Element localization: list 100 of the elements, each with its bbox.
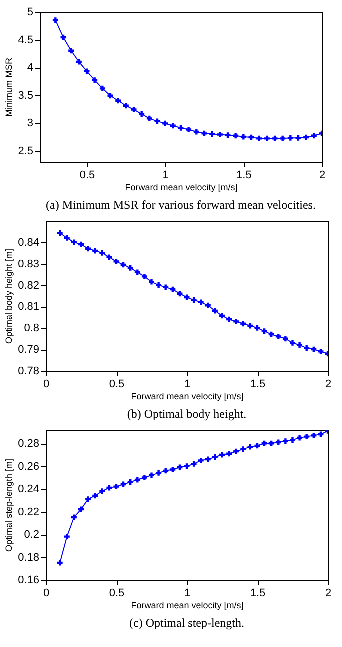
point [226, 451, 232, 457]
text: (b) Optimal body height. [127, 407, 247, 421]
point [202, 130, 208, 136]
x-tick-label: 0.5 [80, 170, 96, 182]
point [92, 493, 98, 499]
point [52, 18, 58, 24]
x-axis-title: Forward mean velocity [m/s] [131, 600, 244, 610]
y-tick-label: 0.79 [18, 344, 40, 356]
point [100, 86, 106, 92]
x-tick-label: 1.5 [236, 170, 252, 182]
y-axis-title: Optimal step-length [m] [4, 458, 14, 552]
x-tick-label: 1 [162, 170, 169, 182]
point [78, 242, 84, 248]
point [198, 458, 204, 464]
point [282, 336, 288, 342]
y-tick-label: 4 [27, 62, 34, 74]
point [198, 300, 204, 306]
y-tick-label: 5 [27, 6, 34, 18]
point [156, 282, 162, 288]
y-tick-label: 0.18 [18, 552, 40, 564]
point [318, 348, 324, 354]
y-tick-label: 0.24 [18, 484, 40, 496]
point [123, 103, 129, 109]
point [146, 116, 152, 122]
x-tick-label: 2 [325, 588, 332, 600]
point [268, 332, 274, 338]
point [217, 132, 223, 138]
point [163, 284, 169, 290]
point [288, 135, 294, 141]
x-tick-label: 1.5 [250, 588, 266, 600]
point [297, 435, 303, 441]
point [120, 262, 126, 268]
point [162, 120, 168, 126]
x-tick-label: 1 [184, 378, 191, 390]
point [128, 480, 134, 486]
text: (c) Optimal step-length. [130, 616, 244, 630]
point [149, 472, 154, 478]
x-tick-label: 0 [43, 588, 50, 600]
point [226, 316, 232, 322]
point [86, 496, 92, 502]
y-tick-label: 4.5 [18, 34, 34, 46]
point [280, 136, 286, 142]
point [290, 437, 296, 443]
x-tick-label: 0 [43, 378, 50, 390]
point [268, 440, 274, 446]
point [134, 270, 140, 276]
point [262, 440, 268, 446]
x-axis-title: Forward mean velocity [m/s] [125, 182, 238, 192]
point [106, 485, 112, 491]
point [106, 254, 112, 260]
point [131, 107, 137, 113]
y-tick-label: 0.26 [18, 460, 40, 473]
point [156, 470, 162, 476]
point [57, 230, 63, 236]
x-tick-label: 0.5 [109, 378, 125, 390]
y-tick-label: 0.2 [24, 529, 40, 542]
point [76, 59, 82, 65]
point [57, 560, 63, 566]
point [71, 240, 77, 246]
point [170, 286, 176, 292]
y-tick-label: 3 [27, 118, 34, 130]
y-tick-label: 2.5 [18, 145, 34, 158]
point [142, 274, 148, 280]
point [234, 448, 240, 454]
point [139, 111, 145, 117]
point [212, 454, 218, 460]
point [210, 131, 216, 137]
point [311, 432, 317, 438]
point [78, 506, 84, 512]
point [248, 444, 254, 450]
point [114, 258, 120, 264]
point [163, 468, 169, 474]
point [264, 136, 270, 142]
x-tick-label: 2 [325, 378, 332, 390]
point [304, 134, 310, 140]
point [276, 334, 282, 340]
x-tick-label: 0.5 [109, 588, 125, 600]
point [205, 302, 211, 308]
point [240, 446, 246, 452]
text: (a) Minimum MSR for various forward mean velocities. [46, 198, 316, 212]
point [220, 452, 225, 458]
y-axis-title: Minimum MSR [4, 58, 14, 118]
point [240, 321, 246, 327]
point [170, 467, 176, 473]
point [311, 133, 317, 139]
x-tick-label: 2 [319, 170, 326, 182]
point [282, 438, 288, 444]
y-tick-label: 3.5 [18, 90, 34, 102]
point [234, 318, 240, 324]
y-axis-title: Optimal body height [m] [4, 248, 14, 344]
point [225, 132, 231, 138]
point [240, 134, 246, 140]
point [191, 461, 197, 467]
y-tick-label: 0.8 [24, 322, 40, 335]
point [220, 313, 225, 319]
x-axis-title: Forward mean velocity [m/s] [131, 392, 244, 402]
point [100, 250, 106, 256]
x-tick-label: 1 [184, 588, 191, 600]
point [149, 279, 154, 285]
point [304, 346, 310, 352]
